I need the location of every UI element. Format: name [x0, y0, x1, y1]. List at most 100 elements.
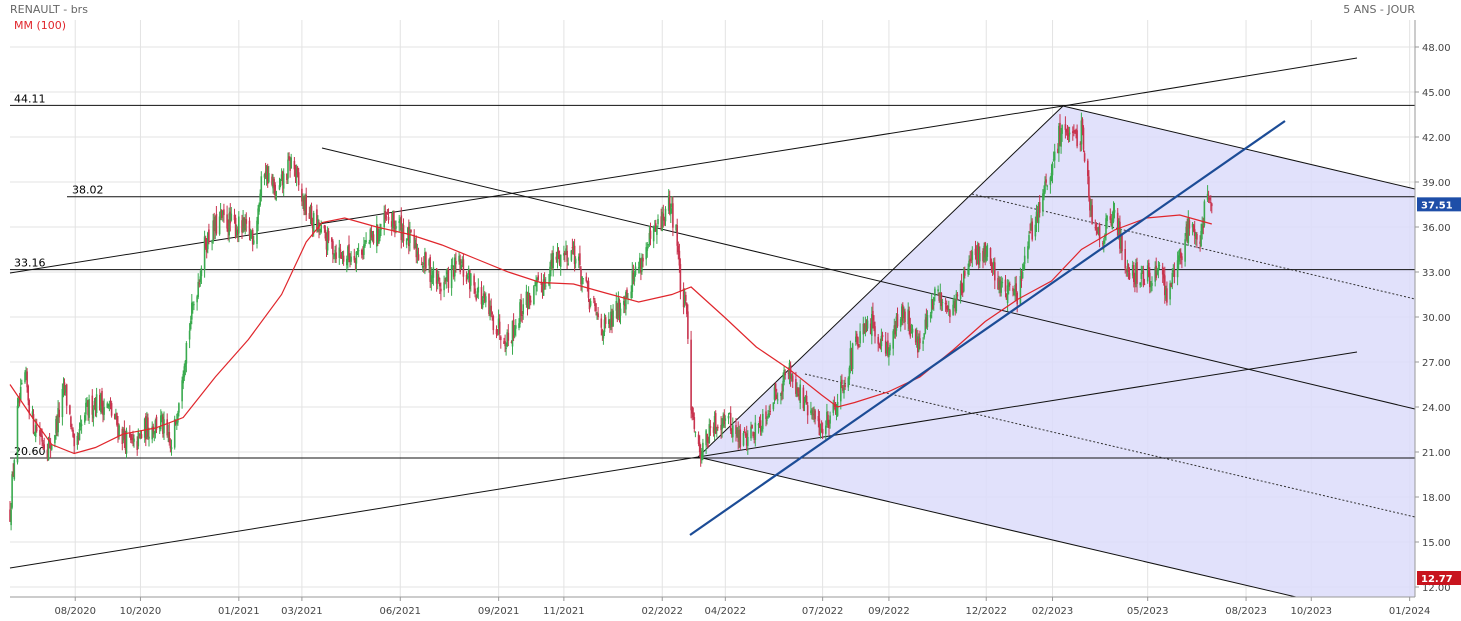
- candle-body: [405, 238, 408, 245]
- candle-body: [656, 226, 658, 235]
- candle-body: [676, 225, 678, 246]
- candle-body: [146, 418, 148, 437]
- candle-body: [108, 404, 111, 408]
- candle-body: [326, 230, 329, 251]
- candle-body: [682, 288, 685, 308]
- candle-body: [339, 249, 342, 252]
- candle-body: [91, 395, 94, 415]
- candle-body: [534, 285, 536, 286]
- candle-body: [241, 220, 243, 233]
- candle-body: [35, 426, 38, 432]
- candle-body: [12, 472, 14, 476]
- candle-body: [1023, 255, 1026, 264]
- candle-body: [204, 238, 207, 249]
- candle-body: [109, 404, 112, 406]
- candle-body: [1035, 211, 1038, 224]
- candle-body: [926, 315, 929, 328]
- candle-body: [526, 294, 529, 308]
- uptrend-line: [689, 120, 1286, 536]
- horizontal-levels: 44.11 38.02 33.16 20.60: [10, 92, 1415, 459]
- candle-body: [395, 226, 397, 229]
- x-tick-label: 08/2023: [1225, 606, 1267, 617]
- candle-body: [25, 371, 27, 374]
- candle-body: [559, 254, 562, 267]
- candle-body: [850, 351, 853, 366]
- candle-body: [826, 411, 828, 425]
- candle-body: [541, 286, 544, 293]
- candle-body: [619, 308, 622, 316]
- candle-body: [997, 277, 999, 290]
- candle-body: [937, 289, 939, 292]
- candle-body: [211, 242, 213, 244]
- candle-body: [124, 437, 127, 451]
- candle-body: [393, 212, 395, 225]
- candle-body: [992, 261, 995, 270]
- candle-body: [624, 304, 626, 307]
- candle-body: [634, 266, 637, 275]
- candle-body: [1113, 209, 1116, 213]
- candle-body: [421, 266, 424, 268]
- candle-body: [847, 377, 850, 388]
- candle-body: [189, 321, 192, 330]
- candle-body: [742, 433, 745, 446]
- candle-body: [106, 403, 109, 408]
- candle-body: [41, 435, 43, 442]
- candle-body: [769, 411, 771, 412]
- candle-body: [989, 248, 992, 264]
- candle-body: [573, 245, 576, 265]
- candle-body: [272, 181, 274, 189]
- candle-body: [589, 301, 592, 306]
- candle-body: [1015, 283, 1017, 292]
- candle-body: [1121, 235, 1123, 252]
- candle-body: [169, 445, 172, 449]
- candle-body: [849, 348, 852, 369]
- pitchfork-left-tine: [697, 105, 1064, 458]
- candle-body: [218, 216, 221, 235]
- candle-body: [828, 423, 830, 427]
- candle-body: [408, 226, 410, 247]
- candle-body: [706, 433, 708, 443]
- candle-body: [660, 216, 662, 229]
- candle-body: [198, 283, 201, 285]
- candle-body: [738, 430, 740, 441]
- x-tick-label: 04/2022: [705, 606, 747, 617]
- candle-body: [540, 281, 543, 285]
- candle-body: [611, 315, 613, 326]
- candle-body: [496, 330, 499, 332]
- candle-body: [804, 395, 807, 402]
- candle-body: [1104, 234, 1106, 238]
- candle-body: [369, 229, 372, 244]
- candle-body: [84, 415, 86, 423]
- candle-body: [474, 288, 476, 294]
- candle-body: [679, 264, 682, 293]
- candle-body: [880, 335, 883, 347]
- candle-body: [862, 323, 865, 335]
- candle-body: [1068, 132, 1071, 135]
- candle-body: [176, 422, 178, 425]
- candle-body: [34, 425, 37, 437]
- candle-body: [129, 433, 131, 437]
- candle-body: [1208, 198, 1211, 200]
- candle-body: [392, 211, 394, 229]
- candle-body: [529, 300, 532, 303]
- candle-body: [282, 173, 285, 189]
- candle-body: [1200, 230, 1202, 247]
- x-tick-label: 02/2023: [1032, 606, 1074, 617]
- candle-body: [1202, 225, 1205, 228]
- candle-body: [1151, 283, 1153, 286]
- candle-body: [40, 434, 42, 436]
- candle-body: [784, 372, 786, 376]
- candle-body: [714, 413, 717, 434]
- candle-body: [1179, 249, 1181, 256]
- candle-body: [535, 280, 537, 287]
- candle-body: [685, 294, 687, 301]
- candle-body: [708, 424, 711, 443]
- candle-body: [390, 221, 393, 227]
- candle-body: [595, 303, 597, 311]
- candle-body: [596, 312, 598, 314]
- candle-body: [923, 333, 925, 338]
- candle-body: [117, 423, 119, 437]
- candle-body: [1142, 271, 1145, 286]
- candle-body: [425, 252, 427, 269]
- candle-body: [39, 430, 41, 436]
